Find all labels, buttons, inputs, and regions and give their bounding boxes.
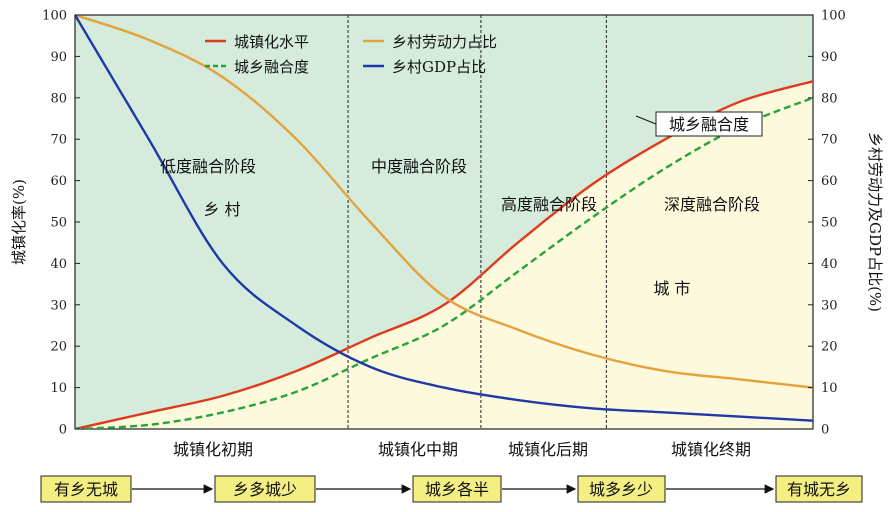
flow-box-5 xyxy=(775,475,863,503)
left-tick-label-100: 100 xyxy=(42,9,67,24)
flow-box-3 xyxy=(412,475,502,503)
flow-box-2 xyxy=(214,475,316,503)
flow-step-2: 乡多城少 xyxy=(233,480,297,499)
rural-region xyxy=(75,81,813,429)
left-tick-label-10: 10 xyxy=(50,381,67,396)
left-tick-label-20: 20 xyxy=(50,340,67,355)
left-tick-label-80: 80 xyxy=(50,91,67,106)
left-tick-label-70: 70 xyxy=(50,133,67,148)
stage-high-integration: 高度融合阶段 xyxy=(501,195,597,214)
stage-mid-integration: 中度融合阶段 xyxy=(371,157,467,176)
left-tick-label-60: 60 xyxy=(50,174,67,189)
legend-label-rural-gdp: 乡村GDP占比 xyxy=(392,58,486,76)
right-tick-label-0: 0 xyxy=(821,423,829,438)
urbanization-stage-late: 城镇化后期 xyxy=(508,440,588,459)
left-tick-label-90: 90 xyxy=(50,50,67,65)
urbanization-stage-mid: 城镇化中期 xyxy=(378,440,458,459)
left-tick-label-50: 50 xyxy=(50,216,67,231)
flow-row: 有乡无城 乡多城少 城乡各半 城多乡少 有城无乡 xyxy=(40,475,863,503)
series-line-rural-gdp xyxy=(75,15,813,422)
flow-step-1: 有乡无城 xyxy=(54,480,118,499)
right-tick-label-50: 50 xyxy=(821,216,838,231)
urbanization-stage-final: 城镇化终期 xyxy=(671,440,751,459)
right-tick-label-40: 40 xyxy=(821,257,838,272)
right-tick-label-30: 30 xyxy=(821,298,838,313)
right-tick-label-80: 80 xyxy=(821,91,838,106)
urbanization-stage-early: 城镇化初期 xyxy=(173,440,253,459)
right-tick-label-10: 10 xyxy=(821,381,838,396)
right-axis-ticks: 0 10 20 30 40 50 60 70 80 90 100 xyxy=(808,9,846,438)
right-tick-label-100: 100 xyxy=(821,9,846,24)
series-line-rural-labor xyxy=(75,15,813,389)
right-axis-label: 乡村劳动力及GDP占比(%) xyxy=(866,132,884,312)
stage-dividers xyxy=(347,15,607,429)
integration-annotation: 城乡融合度 xyxy=(635,111,763,137)
legend-label-rural-labor: 乡村劳动力占比 xyxy=(392,33,497,51)
series-line-integration xyxy=(75,96,813,429)
flow-step-3: 城乡各半 xyxy=(425,480,489,499)
annotation-text: 城乡融合度 xyxy=(669,115,749,134)
right-tick-label-90: 90 xyxy=(821,50,838,65)
urban-label: 城 市 xyxy=(653,279,690,298)
rural-label: 乡 村 xyxy=(203,200,240,219)
left-tick-label-0: 0 xyxy=(59,423,67,438)
flow-box-1 xyxy=(40,475,132,503)
stage-deep-integration: 深度融合阶段 xyxy=(664,195,760,214)
right-tick-label-20: 20 xyxy=(821,340,838,355)
left-axis-label: 城镇化率(%) xyxy=(10,179,28,265)
stage-low-integration: 低度融合阶段 xyxy=(160,157,256,176)
left-tick-label-30: 30 xyxy=(50,298,67,313)
legend-label-urbanization: 城镇化水平 xyxy=(234,33,309,51)
right-tick-label-70: 70 xyxy=(821,133,838,148)
legend: 城镇化水平 城乡融合度 乡村劳动力占比 乡村GDP占比 xyxy=(205,33,497,76)
legend-label-integration: 城乡融合度 xyxy=(234,58,309,76)
flow-step-4: 城多乡少 xyxy=(589,480,653,499)
left-tick-label-40: 40 xyxy=(50,257,67,272)
flow-step-5: 有城无乡 xyxy=(787,480,851,499)
flow-box-4 xyxy=(577,475,666,503)
annotation-box xyxy=(655,111,763,137)
right-tick-label-60: 60 xyxy=(821,174,838,189)
annotation-leader-line xyxy=(635,115,657,125)
left-axis-ticks: 0 10 20 30 40 50 60 70 80 90 100 xyxy=(42,9,80,438)
